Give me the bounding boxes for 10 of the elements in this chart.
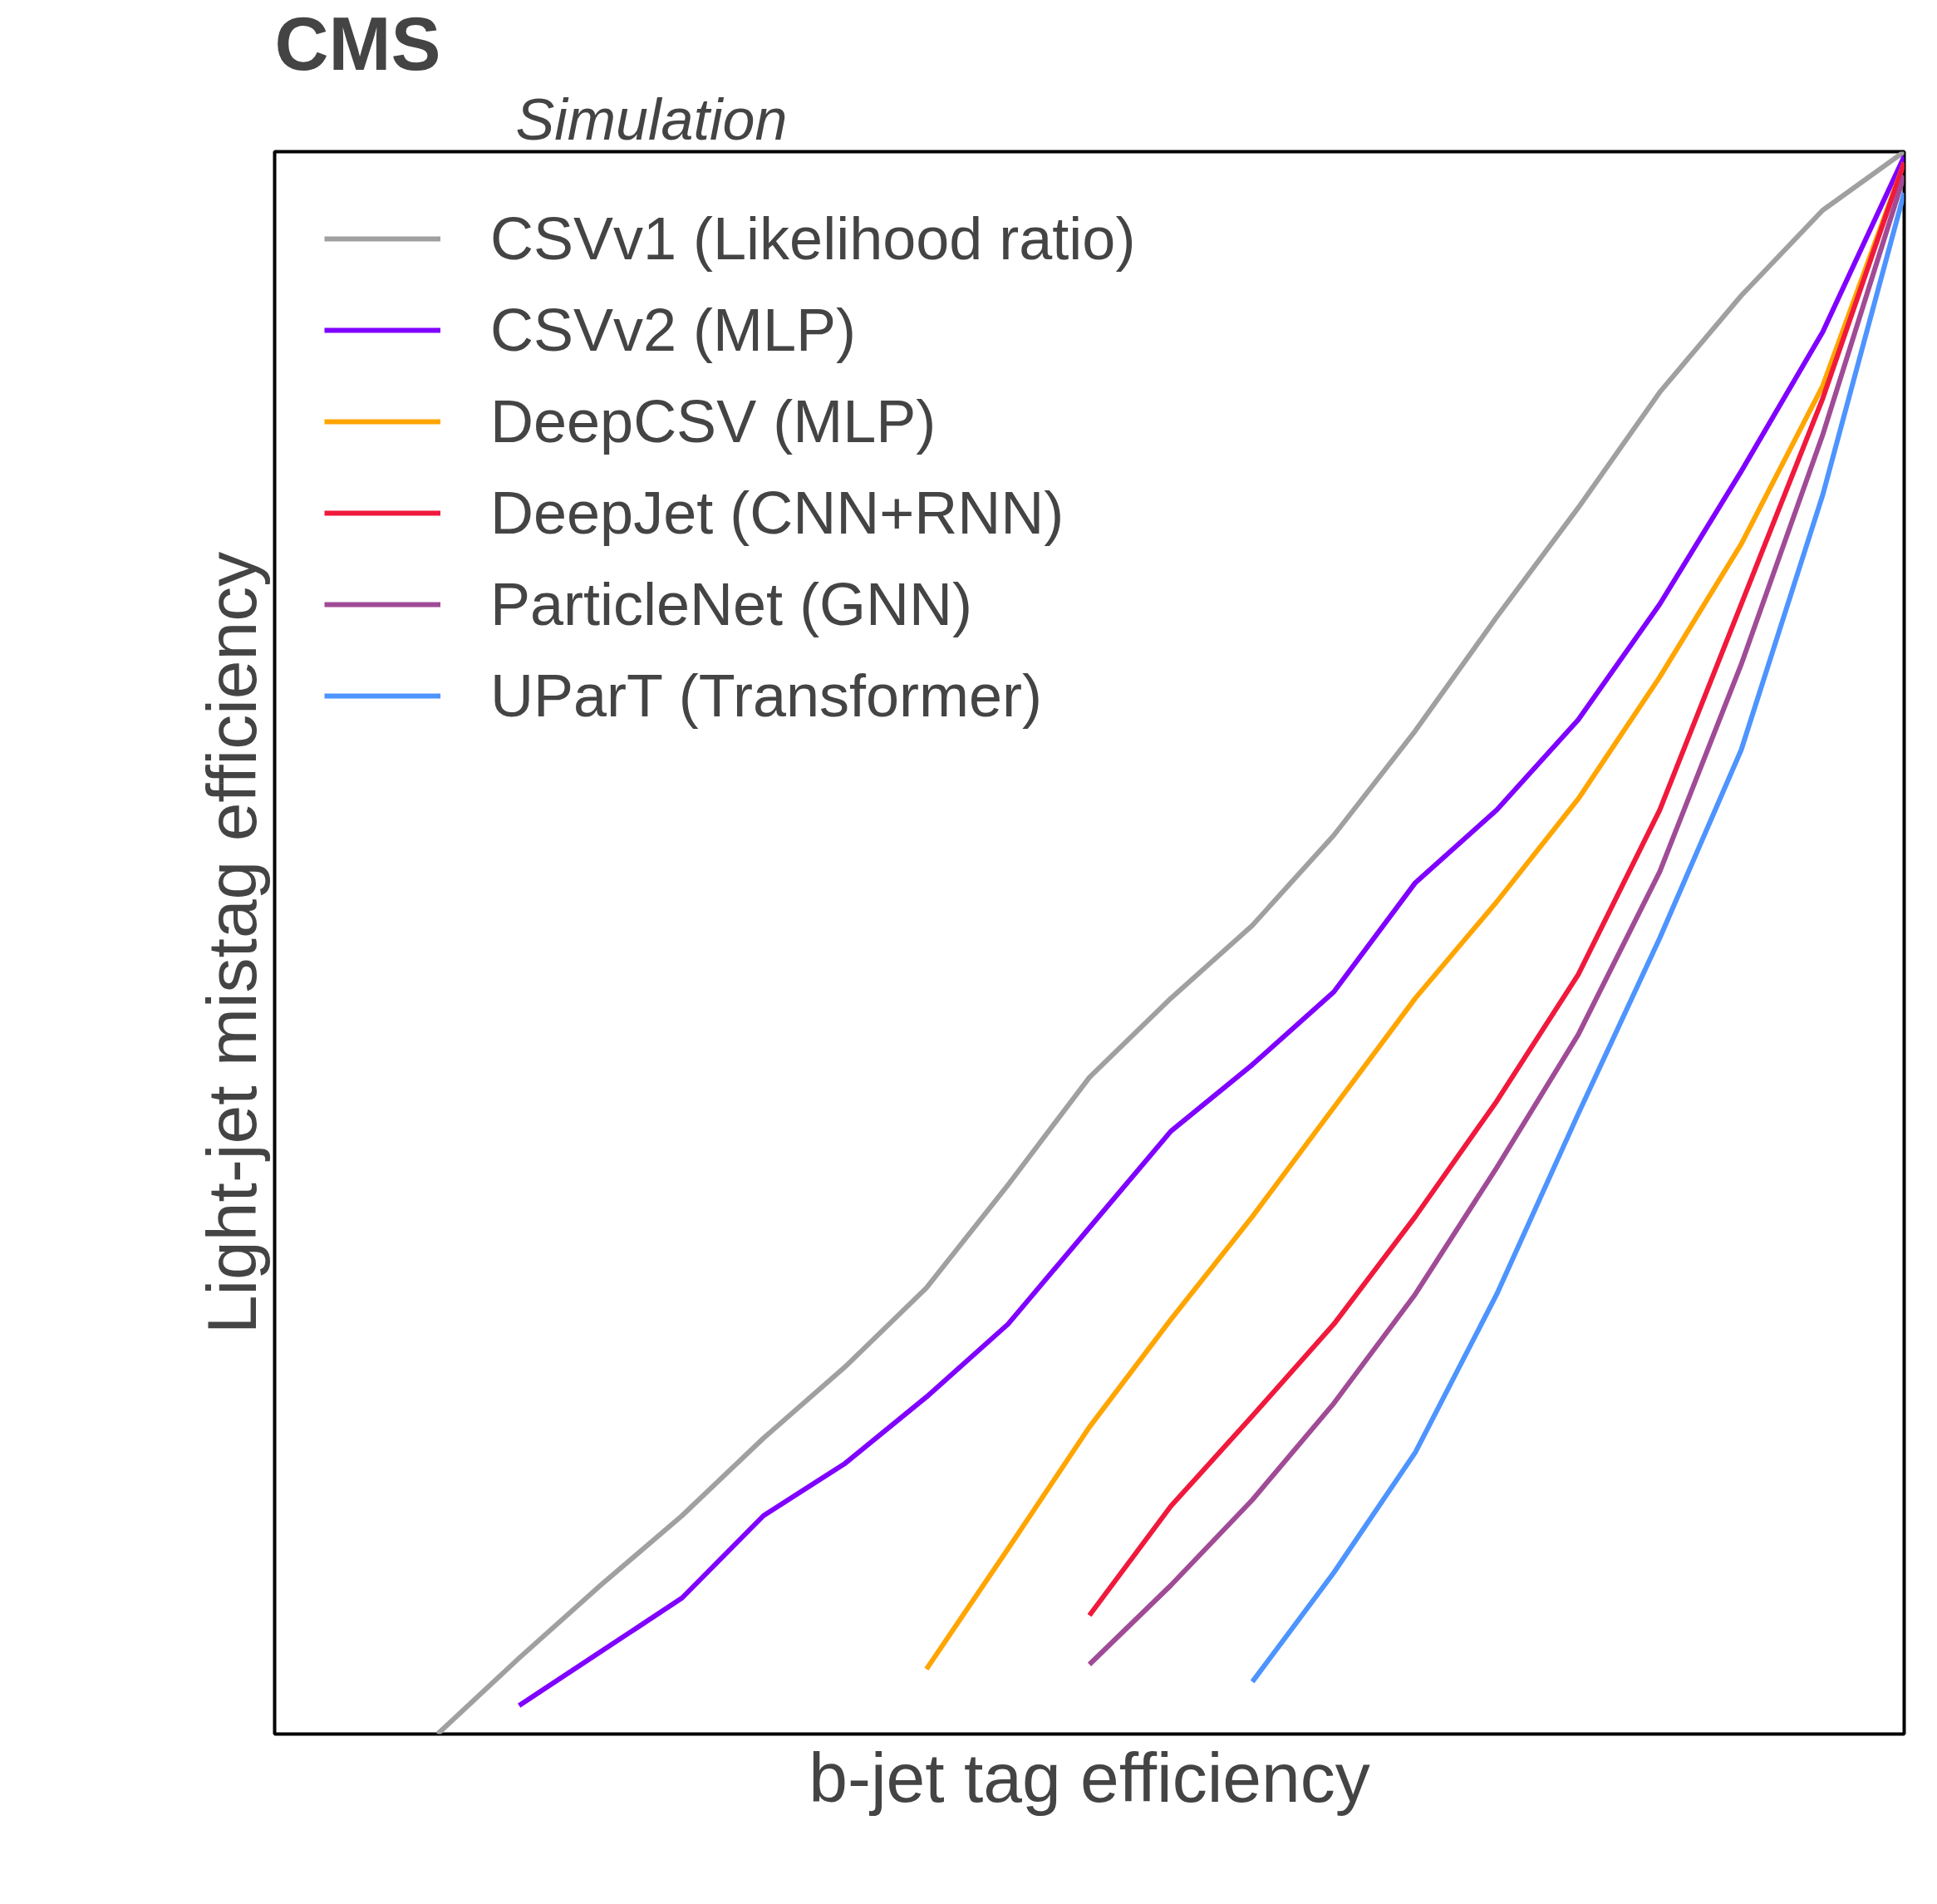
legend-label: DeepCSV (MLP) [490,387,937,456]
legend-label: DeepJet (CNN+RNN) [490,479,1064,548]
y-axis-title: Light-jet mistag efficiency [192,551,271,1335]
legend-label: CSVv2 (MLP) [490,296,857,365]
legend-label: UParT (Transformer) [490,662,1043,731]
legend-label: ParticleNet (GNN) [490,570,973,639]
chart-title: CMS [274,2,441,86]
chart-subtitle: Simulation [515,86,788,152]
x-axis-title: b-jet tag efficiency [809,1738,1370,1817]
legend-label: CSVv1 (Likelihood ratio) [490,204,1136,273]
